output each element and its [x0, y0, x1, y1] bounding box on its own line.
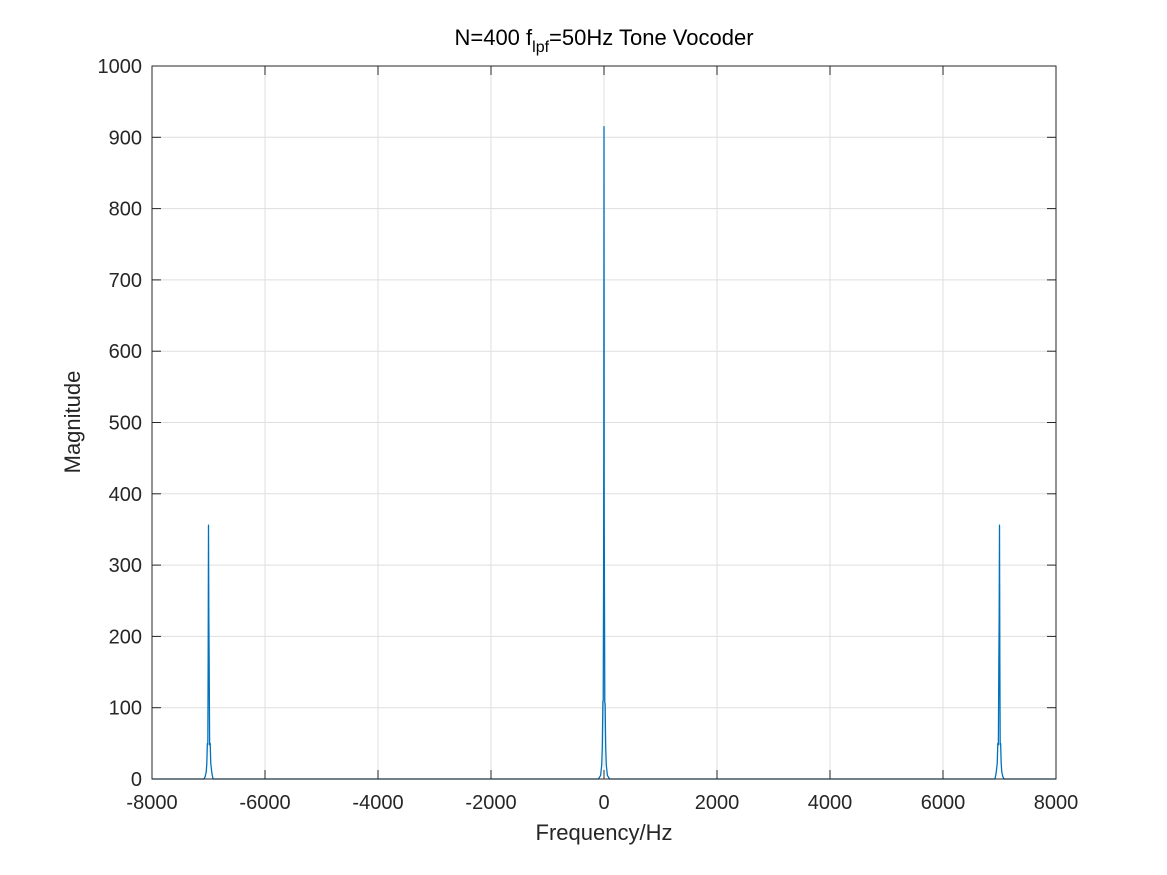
- y-tick-label: 900: [109, 127, 142, 149]
- y-tick-label: 600: [109, 341, 142, 363]
- y-tick-label: 200: [109, 626, 142, 648]
- x-tick-label: -8000: [126, 792, 177, 814]
- y-tick-label: 1000: [98, 56, 143, 78]
- y-axis-label: Magnitude: [60, 371, 85, 474]
- chart-title: N=400 flpf=50Hz Tone Vocoder: [454, 25, 753, 56]
- spectrum-series-line: [152, 125, 1056, 780]
- x-tick-labels: -8000 -6000 -4000 -2000 0 2000 4000 6000 8000: [126, 792, 1078, 814]
- x-tick-label: 6000: [921, 792, 966, 814]
- x-tick-label: 8000: [1034, 792, 1079, 814]
- y-tick-label: 100: [109, 698, 142, 720]
- x-tick-label: 2000: [695, 792, 740, 814]
- tick-marks: [151, 65, 1057, 780]
- y-tick-label: 500: [109, 413, 142, 435]
- series-layer: [152, 125, 1056, 780]
- x-axis-label: Frequency/Hz: [536, 820, 673, 845]
- y-tick-labels: 0 100 200 300 400 500 600 700 800 900 1000: [98, 56, 143, 791]
- x-tick-label: -6000: [239, 792, 290, 814]
- x-tick-label: 4000: [808, 792, 853, 814]
- y-tick-label: 700: [109, 270, 142, 292]
- x-tick-label: -4000: [352, 792, 403, 814]
- y-tick-label: 300: [109, 555, 142, 577]
- y-tick-label: 800: [109, 199, 142, 221]
- x-tick-label: -2000: [465, 792, 516, 814]
- y-tick-label: 0: [131, 769, 142, 791]
- y-tick-label: 400: [109, 484, 142, 506]
- x-tick-label: 0: [598, 792, 609, 814]
